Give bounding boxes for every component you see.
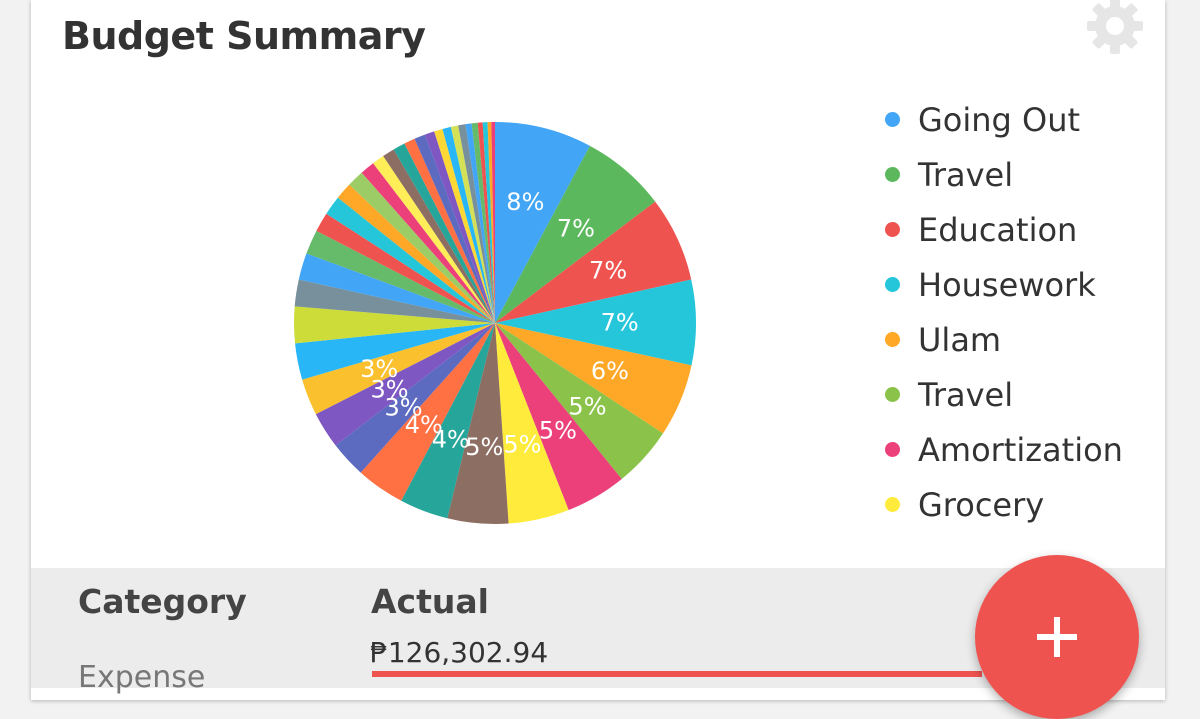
plus-icon xyxy=(1037,617,1077,657)
pie-slice xyxy=(495,323,664,479)
legend-dot-icon xyxy=(885,167,900,182)
pie-slice xyxy=(450,125,495,324)
pie-slice xyxy=(401,323,495,519)
legend-item: Ulam xyxy=(885,312,1123,367)
legend-label: Travel xyxy=(918,375,1014,414)
legend-item: Grocery xyxy=(885,477,1123,532)
row-progress-fill xyxy=(372,671,982,677)
pie-slice xyxy=(495,323,692,434)
pie-slice xyxy=(326,197,495,323)
pie-slice xyxy=(360,323,495,501)
pie-slice-label: 5% xyxy=(503,431,541,459)
legend-item: Travel xyxy=(885,367,1123,422)
chart-legend: Going Out Travel Education Housework Ulam Tra… xyxy=(885,92,1123,532)
pie-slice xyxy=(295,323,495,380)
legend-dot-icon xyxy=(885,387,900,402)
pie-slice xyxy=(495,122,590,323)
legend-dot-icon xyxy=(885,497,900,512)
pie-slice xyxy=(477,122,495,324)
legend-item: Amortization xyxy=(885,422,1123,477)
row-category: Expense xyxy=(78,660,206,695)
pie-slice xyxy=(404,138,495,323)
pie-slice xyxy=(495,145,656,323)
pie-slice xyxy=(361,163,495,323)
legend-label: Going Out xyxy=(918,100,1081,139)
legend-item: Housework xyxy=(885,257,1123,312)
pie-slice-label: 8% xyxy=(506,188,544,216)
legend-dot-icon xyxy=(885,222,900,237)
row-progress-bar xyxy=(372,671,982,677)
pie-slice xyxy=(349,172,495,323)
row-actual-amount: ₱126,302.94 xyxy=(370,636,549,669)
legend-dot-icon xyxy=(885,112,900,127)
pie-slice-label: 3% xyxy=(371,375,409,403)
legend-label: Ulam xyxy=(918,320,1002,359)
pie-slice xyxy=(302,323,495,415)
pie-slice xyxy=(442,126,495,323)
pie-chart: 8%7%7%7%6%5%5%5%5%4%4%3%3%3% xyxy=(294,122,696,524)
legend-item: Travel xyxy=(885,147,1123,202)
legend-item: Going Out xyxy=(885,92,1123,147)
pie-slice xyxy=(471,122,495,323)
pie-slice-label: 4% xyxy=(432,426,470,454)
pie-slice xyxy=(487,122,495,324)
pie-slice-label: 7% xyxy=(589,257,627,285)
legend-label: Education xyxy=(918,210,1078,249)
legend-item: Education xyxy=(885,202,1123,257)
legend-dot-icon xyxy=(885,332,900,347)
legend-label: Travel xyxy=(918,155,1014,194)
legend-label: Housework xyxy=(918,265,1096,304)
pie-slice-label: 6% xyxy=(591,357,629,385)
pie-slice-label: 3% xyxy=(360,355,398,383)
pie-slice-label: 4% xyxy=(405,411,443,439)
pie-slice xyxy=(316,213,495,323)
pie-slice xyxy=(414,134,495,323)
pie-slice xyxy=(315,323,495,446)
gear-icon[interactable] xyxy=(1083,0,1147,58)
pie-slice-label: 3% xyxy=(385,394,423,422)
pie-slice xyxy=(424,131,495,323)
legend-label: Grocery xyxy=(918,485,1045,524)
pie-slice xyxy=(294,306,495,344)
pie-slice xyxy=(495,323,622,511)
pie-slice xyxy=(458,124,495,324)
pie-slice-label: 5% xyxy=(539,417,577,445)
pie-slice xyxy=(393,143,495,323)
column-header-category: Category xyxy=(78,582,247,621)
pie-slice xyxy=(495,323,569,524)
legend-label: Amortization xyxy=(918,430,1123,469)
pie-slice xyxy=(434,128,495,323)
pie-slice-label: 5% xyxy=(465,433,503,461)
pie-slice xyxy=(495,279,696,366)
legend-dot-icon xyxy=(885,442,900,457)
pie-slice xyxy=(335,323,495,473)
legend-dot-icon xyxy=(885,277,900,292)
column-header-actual: Actual xyxy=(371,582,489,621)
pie-slice xyxy=(306,230,495,323)
pie-slice xyxy=(298,253,495,323)
pie-slice xyxy=(337,184,495,323)
pie-slice-label: 7% xyxy=(557,214,595,242)
pie-slice xyxy=(495,201,692,323)
pie-slice xyxy=(447,323,509,524)
pie-slice xyxy=(383,149,495,323)
pie-slice xyxy=(294,279,495,323)
pie-slice xyxy=(465,123,495,323)
pie-slice xyxy=(491,122,495,323)
pie-slice xyxy=(482,122,495,323)
page-title: Budget Summary xyxy=(62,14,426,58)
pie-slice-label: 7% xyxy=(601,309,639,337)
pie-slice xyxy=(373,156,495,323)
add-button[interactable] xyxy=(975,555,1139,719)
pie-slice-label: 5% xyxy=(568,393,606,421)
